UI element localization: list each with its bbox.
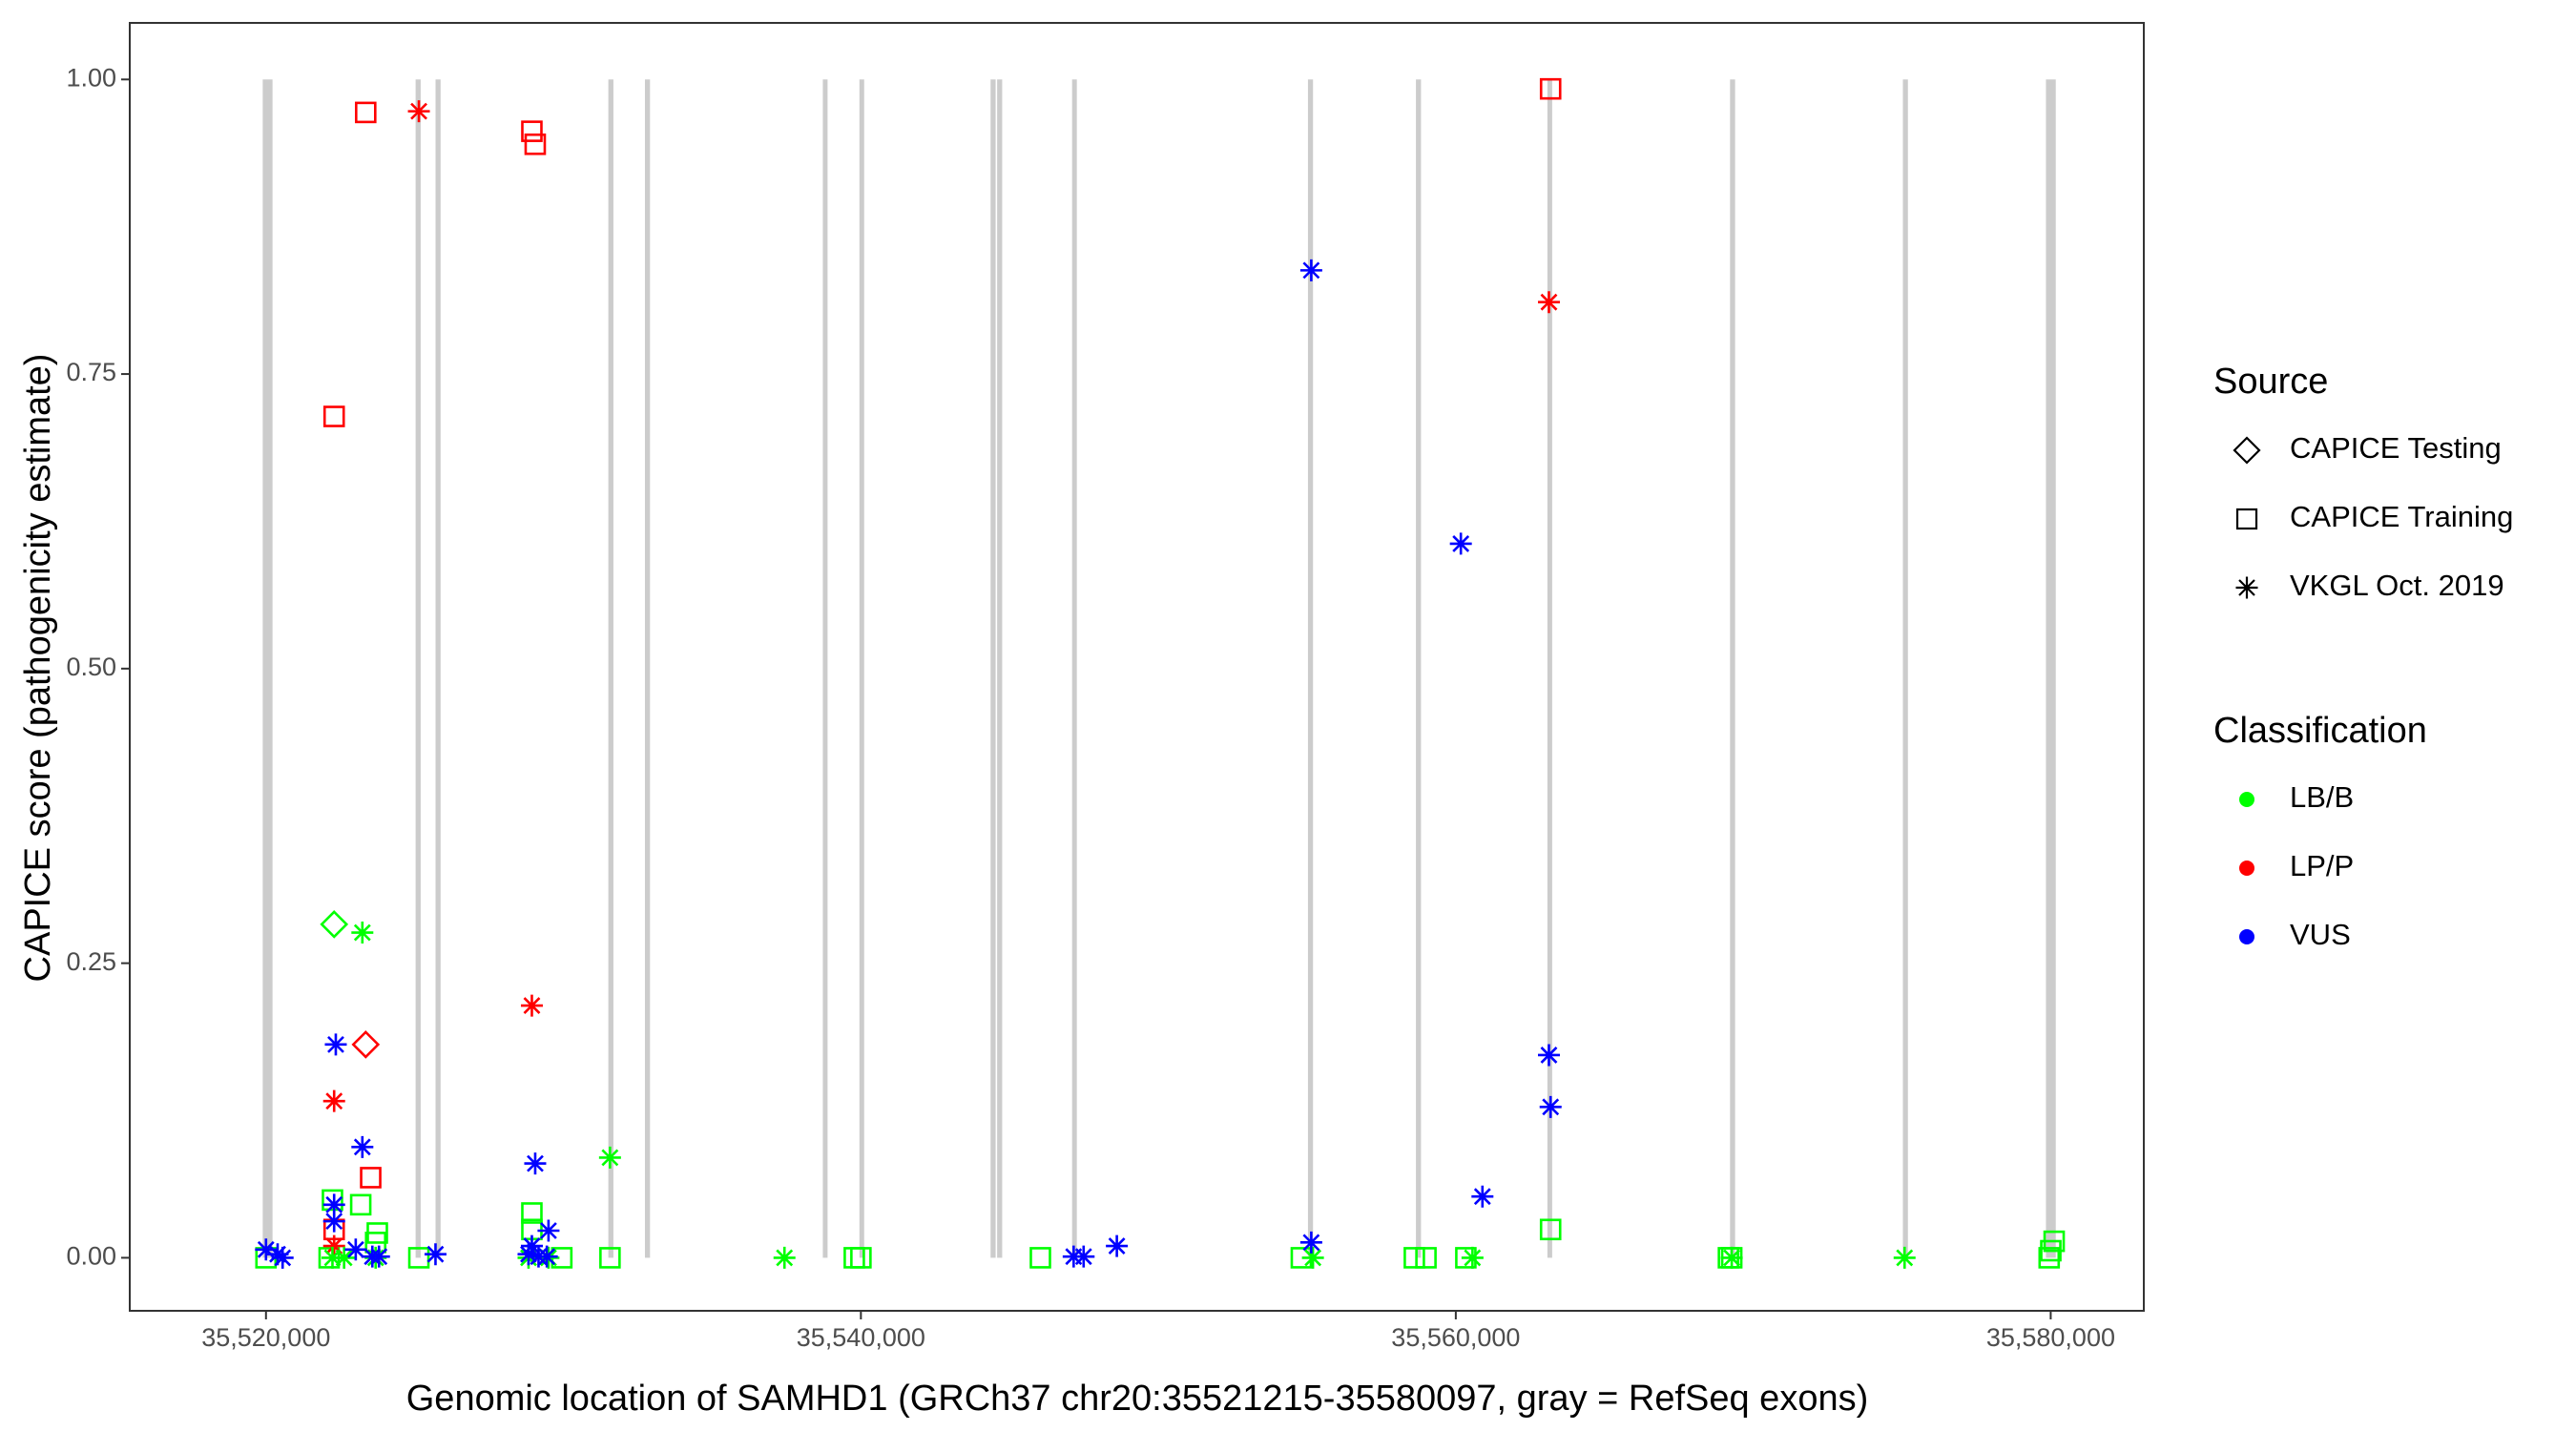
data-point xyxy=(360,1167,382,1189)
y-axis-title: CAPICE score (pathogenicity estimate) xyxy=(18,354,58,983)
legend-label: VKGL Oct. 2019 xyxy=(2290,569,2504,602)
y-tick-label: 0.25 xyxy=(66,947,116,976)
data-point xyxy=(407,100,430,123)
exon xyxy=(1416,79,1422,1258)
plot-border xyxy=(129,22,2145,1312)
legend-key xyxy=(2235,508,2258,530)
data-point xyxy=(1299,259,1322,281)
data-point xyxy=(424,1243,447,1266)
data-point xyxy=(407,1247,430,1269)
data-point xyxy=(367,1245,390,1268)
exon xyxy=(1730,79,1735,1258)
data-point xyxy=(344,1238,367,1261)
data-point xyxy=(598,1146,621,1169)
data-point xyxy=(324,1033,347,1056)
data-point xyxy=(1537,1044,1560,1067)
data-point xyxy=(322,1089,345,1112)
data-point xyxy=(599,1247,621,1269)
y-tick-label: 0.75 xyxy=(66,358,116,386)
x-tick-label: 35,520,000 xyxy=(201,1323,330,1352)
legend-key xyxy=(2239,929,2254,944)
legend-label: VUS xyxy=(2290,918,2351,951)
data-point xyxy=(520,994,543,1017)
y-tick-label: 0.00 xyxy=(66,1242,116,1271)
data-point xyxy=(349,1193,372,1216)
data-point xyxy=(271,1246,294,1269)
y-tick-label: 1.00 xyxy=(66,63,116,92)
data-point xyxy=(322,1210,345,1233)
data-point xyxy=(1403,1247,1425,1269)
data-point xyxy=(521,120,543,142)
data-point xyxy=(773,1246,796,1269)
exon xyxy=(262,79,273,1258)
data-point xyxy=(322,1189,343,1212)
legend-label: LB/B xyxy=(2290,780,2354,814)
x-axis-title: Genomic location of SAMHD1 (GRCh37 chr20… xyxy=(406,1379,1869,1419)
exon xyxy=(990,79,996,1258)
exon xyxy=(2046,79,2056,1258)
legend-key xyxy=(2235,576,2258,599)
data-point xyxy=(1072,1245,1095,1268)
exon xyxy=(1547,79,1552,1258)
data-point xyxy=(322,405,345,427)
data-point xyxy=(351,1030,381,1059)
data-point xyxy=(1029,1247,1051,1269)
data-point xyxy=(1539,1095,1562,1118)
data-point xyxy=(520,1234,543,1257)
data-point xyxy=(354,101,377,124)
y-tick-label: 0.50 xyxy=(66,653,116,681)
exon xyxy=(435,79,441,1258)
data-point xyxy=(320,910,349,939)
legend-label: CAPICE Training xyxy=(2290,500,2513,533)
exon xyxy=(644,79,651,1258)
exon xyxy=(415,79,421,1258)
data-point xyxy=(351,922,374,944)
exon xyxy=(608,79,613,1258)
exon xyxy=(1071,79,1077,1258)
data-point xyxy=(1301,1246,1324,1269)
data-point xyxy=(1461,1246,1484,1269)
data-point xyxy=(1449,532,1472,555)
data-point xyxy=(1539,77,1562,100)
data-point xyxy=(1299,1231,1322,1254)
legend-key xyxy=(2239,792,2254,807)
data-point xyxy=(2038,1247,2061,1269)
data-point xyxy=(322,1234,345,1257)
data-point xyxy=(1720,1246,1743,1269)
exon xyxy=(859,79,864,1258)
data-point xyxy=(1471,1185,1494,1208)
data-point xyxy=(517,1243,540,1266)
data-point xyxy=(1539,1218,1562,1241)
data-point xyxy=(521,1202,543,1224)
data-point xyxy=(524,1152,547,1175)
data-point xyxy=(2040,1239,2062,1262)
exon xyxy=(822,79,828,1258)
legend-key xyxy=(2233,436,2261,465)
data-point xyxy=(255,1238,278,1261)
legend-key xyxy=(2239,861,2254,876)
exon xyxy=(1307,79,1314,1258)
data-point xyxy=(537,1219,560,1242)
data-point xyxy=(850,1247,872,1269)
exon xyxy=(997,79,1003,1258)
data-point xyxy=(535,1245,558,1268)
legend-label: LP/P xyxy=(2290,849,2354,882)
legend-title: Source xyxy=(2213,362,2328,402)
data-point xyxy=(524,133,547,156)
data-point xyxy=(351,1135,374,1158)
data-point xyxy=(333,1246,356,1269)
data-point xyxy=(1537,291,1560,314)
data-point xyxy=(1893,1246,1916,1269)
x-tick-label: 35,580,000 xyxy=(1986,1323,2115,1352)
data-point xyxy=(321,1246,343,1269)
data-point xyxy=(1415,1247,1437,1269)
data-point xyxy=(1106,1234,1129,1257)
legend-label: CAPICE Testing xyxy=(2290,431,2502,465)
legend-title: Classification xyxy=(2213,711,2427,751)
exon xyxy=(1902,79,1908,1258)
x-tick-label: 35,540,000 xyxy=(797,1323,925,1352)
data-point xyxy=(322,1193,345,1216)
x-tick-label: 35,560,000 xyxy=(1391,1323,1520,1352)
